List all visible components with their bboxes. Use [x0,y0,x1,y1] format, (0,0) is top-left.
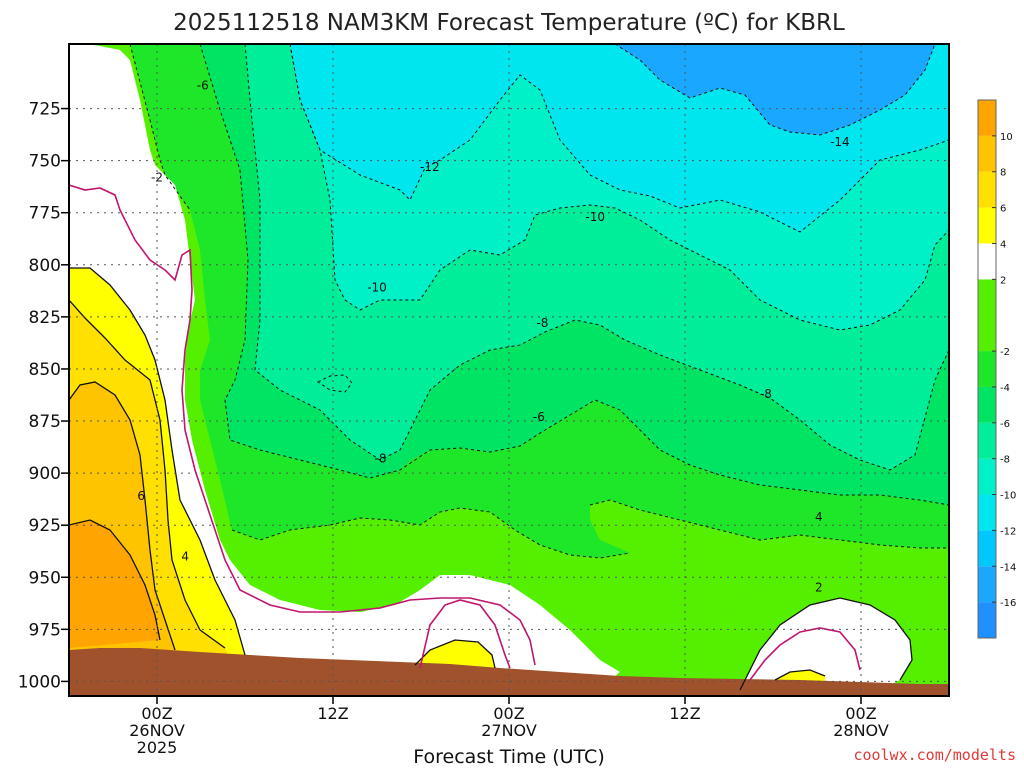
y-tick-label: 725 [29,100,61,120]
colorbar-label: 2 [1000,275,1006,286]
contour-label: -8 [760,387,772,401]
colorbar-segment [978,279,996,351]
colorbar-label: -10 [1000,491,1016,502]
credit-text: coolwx.com/modelts [853,746,1016,764]
colorbar-segment [978,172,996,208]
colorbar-label: -2 [1000,347,1010,358]
contour-label: -12 [420,160,440,174]
x-axis-label: Forecast Time (UTC) [413,746,604,768]
colorbar-label: 8 [1000,168,1006,179]
colorbar-label: 6 [1000,204,1006,215]
y-tick-label: 975 [29,620,61,640]
contour-label: -6 [197,79,209,93]
y-tick-label: 825 [29,308,61,328]
contour-label: -14 [830,135,850,149]
x-tick-label: 28NOV [833,721,889,740]
contour-label: -6 [533,410,545,424]
y-tick-label: 800 [29,256,61,276]
plot-area: -6 -2 -12 -14 -10 -10 -8 -8 -6 -8 6 4 4 2 [69,44,949,696]
colorbar-segment [978,566,996,602]
x-tick-label: 12Z [317,704,348,723]
x-tick-label: 27NOV [481,721,537,740]
colorbar-label: -16 [1000,598,1016,609]
y-tick-label: 850 [29,360,61,380]
colorbar-label: -12 [1000,526,1016,537]
contour-label: 4 [815,510,823,524]
contour-label: -8 [375,452,387,466]
contour-label: 4 [181,549,189,563]
colorbar-label: 4 [1000,239,1006,250]
colorbar-segment [978,136,996,172]
y-tick-label: 950 [29,568,61,588]
y-axis: 725 750 775 800 825 850 875 900 925 950 975 1000 [18,100,69,693]
x-tick-label: 12Z [669,704,700,723]
colorbar-segment [978,530,996,566]
colorbar-segment [978,243,996,279]
colorbar-label: 10 [1000,132,1013,143]
y-tick-label: 925 [29,516,61,536]
contour-label: -10 [585,210,605,224]
colorbar-segment [978,495,996,531]
contour-label: -8 [536,316,548,330]
contour-label: 6 [137,489,145,503]
x-tick-label: 2025 [137,738,178,757]
y-tick-label: 900 [29,464,61,484]
colorbar-segment [978,351,996,387]
colorbar-segment [978,208,996,244]
colorbar: -16 -14 -12 -10 -8 -6 -4 -2 2 4 6 8 10 [978,100,1016,638]
y-tick-label: 875 [29,412,61,432]
colorbar-label: -14 [1000,562,1016,573]
y-tick-label: 775 [29,204,61,224]
colorbar-segment [978,423,996,459]
y-tick-label: 750 [29,152,61,172]
colorbar-label: -4 [1000,383,1010,394]
chart-title: 2025112518 NAM3KM Forecast Temperature (… [173,10,845,36]
colorbar-label: -6 [1000,419,1010,430]
contour-label: -10 [367,281,387,295]
colorbar-segment [978,459,996,495]
contour-label: -2 [151,170,163,184]
colorbar-segment [978,387,996,423]
colorbar-label: -8 [1000,455,1010,466]
y-tick-label: 1000 [18,672,61,692]
contour-label: 2 [815,581,823,595]
colorbar-segment [978,602,996,638]
colorbar-segment [978,100,996,136]
